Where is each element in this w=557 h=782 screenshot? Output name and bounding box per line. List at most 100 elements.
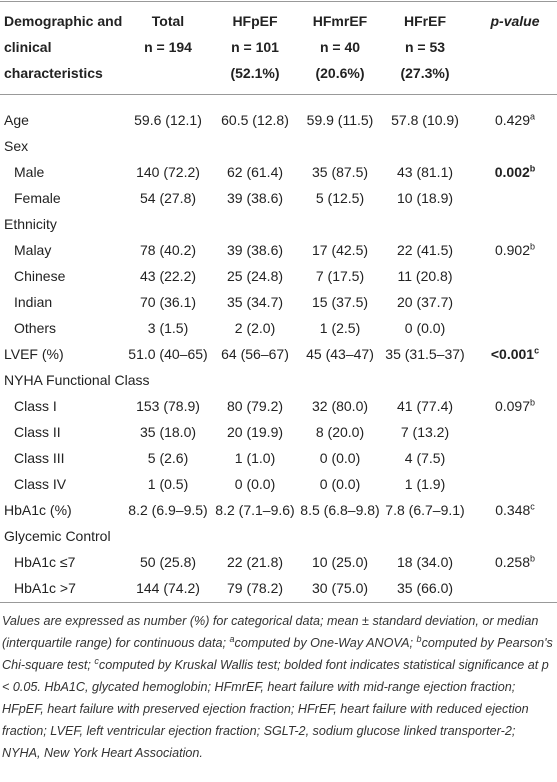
cell-value: 11 (20.8) — [397, 268, 453, 284]
p-value: 0.902b — [495, 237, 535, 263]
column-header: HFmrEF — [312, 13, 368, 29]
p-value: 0.429a — [495, 107, 535, 133]
cell-value: 51.0 (40–65) — [128, 346, 208, 362]
cell-value: 30 (75.0) — [311, 580, 369, 596]
footnote-text: computed by Kruskal Wallis test; bolded … — [2, 658, 549, 760]
cell-value: 5 (2.6) — [147, 450, 189, 466]
cell-value: 18 (34.0) — [396, 554, 454, 570]
cell-value: 39 (38.6) — [226, 242, 284, 258]
p-value: 0.348c — [495, 497, 535, 523]
cell-value: 1 (1.0) — [234, 450, 276, 466]
cell-value: 3 (1.5) — [147, 320, 189, 336]
column-header: n = 101 — [231, 39, 279, 55]
cell-value: 57.8 (10.9) — [391, 112, 459, 128]
row-label: HbA1c >7 — [14, 580, 76, 596]
cell-value: 140 (72.2) — [136, 164, 200, 180]
cell-value: 1 (1.9) — [404, 476, 446, 492]
cell-value: 15 (37.5) — [311, 294, 369, 310]
cell-value: 17 (42.5) — [311, 242, 369, 258]
cell-value: 0 (0.0) — [234, 476, 276, 492]
header-rule — [0, 94, 557, 95]
row-label: Class II — [14, 424, 61, 440]
column-header: (27.3%) — [400, 65, 450, 81]
cell-value: 35 (66.0) — [396, 580, 454, 596]
footnote-text: computed by Pearson's Chi-square test; — [2, 636, 553, 672]
section-label: Ethnicity — [4, 216, 57, 232]
p-value-text: 0.002 — [494, 164, 530, 180]
cell-value: 39 (38.6) — [226, 190, 284, 206]
cell-value: 64 (56–67) — [221, 346, 289, 362]
section-label: Sex — [4, 138, 29, 154]
cell-value: 79 (78.2) — [226, 580, 284, 596]
section-label: NYHA Functional Class — [4, 372, 150, 388]
cell-value: 153 (78.9) — [136, 398, 200, 414]
cell-value: 1 (0.5) — [147, 476, 189, 492]
footnote-text: computed by One-Way ANOVA; — [234, 636, 417, 650]
p-value: <0.001c — [491, 341, 539, 367]
cell-value: 45 (43–47) — [306, 346, 374, 362]
column-header: Demographic and — [4, 13, 123, 29]
cell-value: 43 (81.1) — [396, 164, 454, 180]
row-label: Age — [4, 112, 29, 128]
cell-value: 10 (18.9) — [396, 190, 454, 206]
cell-value: 8 (20.0) — [315, 424, 365, 440]
column-header: n = 40 — [319, 39, 361, 55]
cell-value: 54 (27.8) — [139, 190, 197, 206]
p-value: 0.097b — [495, 393, 535, 419]
column-header: p-value — [490, 13, 540, 29]
column-header: HFrEF — [404, 13, 446, 29]
cell-value: 20 (19.9) — [226, 424, 284, 440]
p-value: 0.258b — [495, 549, 535, 575]
p-value-text: 0.348 — [495, 502, 531, 518]
cell-value: 59.6 (12.1) — [134, 112, 202, 128]
cell-value: 22 (21.8) — [226, 554, 284, 570]
column-header: HFpEF — [232, 13, 278, 29]
row-label: Chinese — [14, 268, 66, 284]
row-label: Class III — [14, 450, 65, 466]
section-label: Glycemic Control — [4, 528, 111, 544]
cell-value: 0 (0.0) — [404, 320, 446, 336]
column-header: n = 194 — [144, 39, 192, 55]
cell-value: 7 (17.5) — [315, 268, 365, 284]
column-header: clinical — [4, 39, 52, 55]
cell-value: 1 (2.5) — [319, 320, 361, 336]
row-label: HbA1c (%) — [4, 502, 72, 518]
column-header: n = 53 — [404, 39, 446, 55]
cell-value: 5 (12.5) — [315, 190, 365, 206]
row-label: Class IV — [14, 476, 67, 492]
footnote: Values are expressed as number (%) for c… — [2, 610, 555, 764]
p-value-superscript: a — [530, 111, 536, 122]
cell-value: 35 (18.0) — [139, 424, 197, 440]
cell-value: 35 (34.7) — [226, 294, 284, 310]
cell-value: 22 (41.5) — [396, 242, 454, 258]
cell-value: 41 (77.4) — [396, 398, 454, 414]
p-value: 0.002b — [495, 159, 536, 185]
footnote-text: Values are expressed as number (%) for c… — [2, 614, 539, 650]
cell-value: 43 (22.2) — [139, 268, 197, 284]
cell-value: 59.9 (11.5) — [306, 112, 374, 128]
column-header: characteristics — [4, 65, 103, 81]
cell-value: 78 (40.2) — [139, 242, 197, 258]
p-value-text: 0.429 — [494, 112, 531, 128]
cell-value: 35 (31.5–37) — [385, 346, 465, 362]
bottom-rule — [0, 602, 557, 603]
cell-value: 8.2 (6.9–9.5) — [128, 502, 208, 518]
p-value-superscript: c — [530, 501, 535, 512]
cell-value: 62 (61.4) — [226, 164, 284, 180]
row-label: Malay — [14, 242, 52, 258]
cell-value: 144 (74.2) — [136, 580, 200, 596]
footnote-superscript: c — [94, 655, 99, 666]
cell-value: 70 (36.1) — [139, 294, 197, 310]
cell-value: 60.5 (12.8) — [221, 112, 289, 128]
cell-value: 7.8 (6.7–9.1) — [385, 502, 465, 518]
p-value-superscript: b — [530, 553, 536, 564]
cell-value: 7 (13.2) — [400, 424, 450, 440]
row-label: Others — [14, 320, 57, 336]
cell-value: 0 (0.0) — [319, 450, 361, 466]
cell-value: 25 (24.8) — [226, 268, 284, 284]
cell-value: 80 (79.2) — [226, 398, 284, 414]
footnote-superscript: b — [416, 633, 422, 644]
row-label: Female — [14, 190, 61, 206]
cell-value: 35 (87.5) — [311, 164, 369, 180]
